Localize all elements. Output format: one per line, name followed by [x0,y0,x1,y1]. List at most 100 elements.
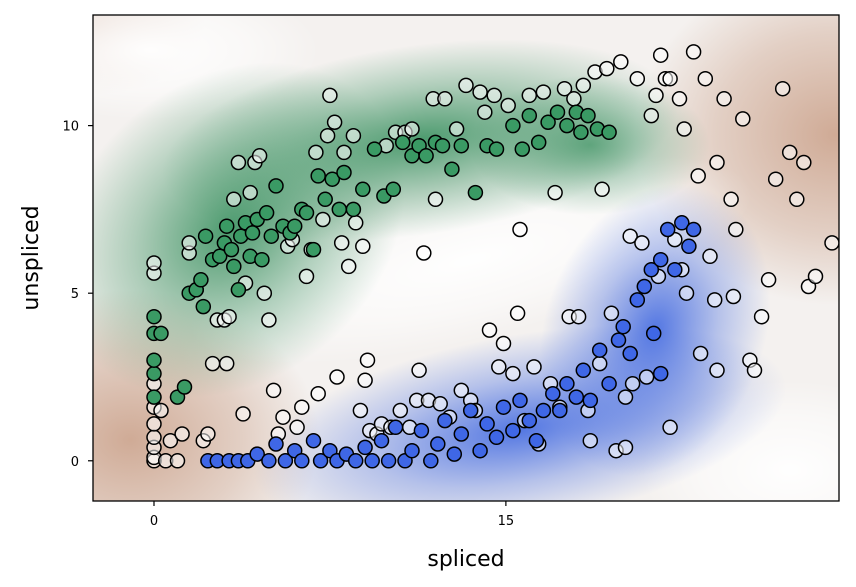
blue-cell-point [622,345,638,362]
y-tick-label: 10 [62,120,79,135]
white-cell-point [218,355,235,372]
green-cell-point [230,282,247,298]
green-cell-point [286,218,303,234]
white-cell-point [146,255,162,271]
green-cell-point [418,148,434,164]
blue-cell-point [535,402,552,419]
white-cell-point [256,285,273,301]
white-cell-point [824,235,839,251]
green-cell-point [514,141,531,157]
green-cell-point [453,137,470,154]
green-cell-point [195,298,212,315]
white-cell-point [500,97,516,114]
white-cell-point [535,84,552,100]
green-cell-point [444,161,460,177]
white-cell-point [690,168,706,184]
blue-cell-point [294,453,310,469]
white-cell-point [495,335,512,352]
white-cell-point [781,144,798,161]
white-cell-point [702,248,718,265]
white-cell-point [728,221,744,238]
white-cell-point [230,154,247,171]
blue-cell-point [437,412,453,429]
white-cell-point [355,238,371,255]
white-cell-point [789,191,805,208]
white-cell-point [594,181,610,198]
blue-cell-point [430,436,446,452]
white-cell-point [477,104,493,120]
green-cell-point [193,272,209,288]
x-tick-label: 15 [498,514,515,529]
y-tick-label: 5 [71,287,79,302]
blue-cell-point [423,453,439,469]
white-cell-point [200,426,216,442]
white-cell-point [709,362,725,379]
white-cell-point [181,235,197,251]
white-cell-point [617,389,634,405]
white-cell-point [275,409,291,425]
white-cell-point [725,288,742,305]
blue-cell-point [505,422,521,439]
white-cell-point [315,211,331,228]
white-cell-point [289,419,305,436]
green-cell-point [366,141,383,157]
green-cell-point [244,225,261,241]
white-cell-point [638,369,655,385]
white-cell-point [767,171,784,187]
white-cell-point [326,114,343,131]
white-cell-point [472,84,488,100]
green-cell-point [146,365,162,382]
white-cell-point [308,144,324,161]
white-cell-point [329,369,345,385]
blue-cell-point [659,221,676,238]
blue-cell-point [559,375,575,392]
white-cell-point [735,111,751,127]
y-tick-label: 0 [71,455,79,470]
blue-cell-point [636,278,653,295]
green-cell-point [317,191,333,208]
blue-cell-point [652,365,669,382]
white-cell-point [746,362,763,379]
blue-cell-point [472,442,488,459]
green-cell-point [559,117,575,134]
white-cell-point [547,184,563,201]
white-cell-point [643,107,660,124]
blue-cell-point [643,261,660,278]
white-cell-point [624,375,641,392]
white-cell-point [235,406,251,422]
white-cell-point [697,70,714,87]
white-cell-point [807,268,824,285]
white-cell-point [521,87,538,104]
white-cell-point [261,312,277,328]
white-cell-point [760,272,777,288]
white-cell-point [774,80,791,97]
green-cell-point [218,218,235,234]
white-cell-point [174,426,190,442]
blue-cell-point [479,416,495,432]
y-axis-ticks: 0 5 10 [62,120,93,470]
white-cell-point [486,87,502,104]
white-cell-point [347,215,364,231]
blue-cell-point [387,419,404,436]
green-cell-point [153,325,169,342]
blue-cell-point [380,453,397,469]
blue-cell-point [261,453,277,469]
scatter-points [146,44,839,469]
green-cell-point [488,141,505,157]
white-cell-point [723,191,739,208]
white-cell-point [622,228,638,244]
blue-cell-point [249,446,265,462]
y-axis-label: unspliced [19,205,44,310]
white-cell-point [629,70,646,87]
white-cell-point [298,268,315,285]
blue-cell-point [495,399,512,415]
white-cell-point [662,419,678,436]
white-cell-point [432,396,448,412]
white-cell-point [333,235,350,251]
white-cell-point [322,87,338,104]
green-cell-point [146,308,162,325]
blue-cell-point [488,429,505,446]
blue-cell-point [615,318,631,335]
green-cell-point [434,137,451,154]
